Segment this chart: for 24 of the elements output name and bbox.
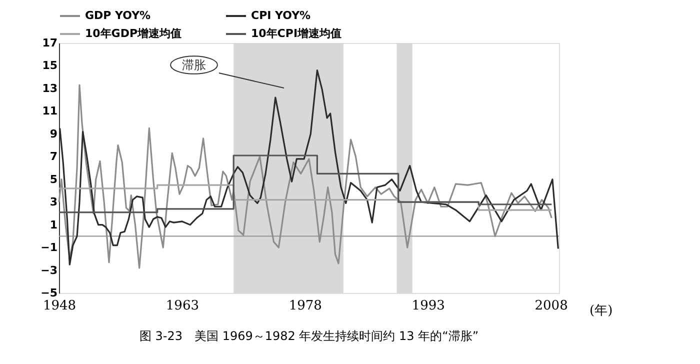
y-tick-label: 17 bbox=[42, 36, 58, 50]
y-tick-label: −5 bbox=[40, 286, 58, 300]
x-tick-label: 1978 bbox=[288, 298, 322, 314]
x-tick-label: 1948 bbox=[42, 298, 76, 314]
y-tick-label: 15 bbox=[42, 59, 58, 72]
y-tick-label: −3 bbox=[40, 264, 58, 277]
x-axis-title: (年) bbox=[590, 304, 613, 318]
y-tick-label: 9 bbox=[50, 127, 58, 140]
x-tick-label: 2008 bbox=[534, 298, 568, 314]
legend-label: 10年GDP增速均值 bbox=[85, 27, 182, 40]
y-tick-label: 13 bbox=[42, 82, 58, 95]
legend-label: GDP YOY% bbox=[85, 9, 151, 22]
x-tick-label: 1993 bbox=[412, 298, 445, 314]
y-tick-label: 3 bbox=[50, 196, 58, 209]
annotation: 滞胀 bbox=[182, 58, 206, 72]
legend-label: CPI YOY% bbox=[251, 9, 311, 22]
y-tick-label: −1 bbox=[40, 241, 58, 254]
y-tick-label: 5 bbox=[50, 172, 58, 186]
caption: 图 3-23 美国 1969～1982 年发生持续时间约 13 年的“滞胀” bbox=[139, 329, 479, 343]
y-tick-label: 11 bbox=[42, 104, 58, 118]
y-tick-label: 1 bbox=[50, 218, 58, 232]
y-tick-label: 7 bbox=[50, 150, 58, 164]
legend-label: 10年CPI增速均值 bbox=[251, 27, 342, 40]
x-tick-label: 1963 bbox=[166, 298, 199, 314]
